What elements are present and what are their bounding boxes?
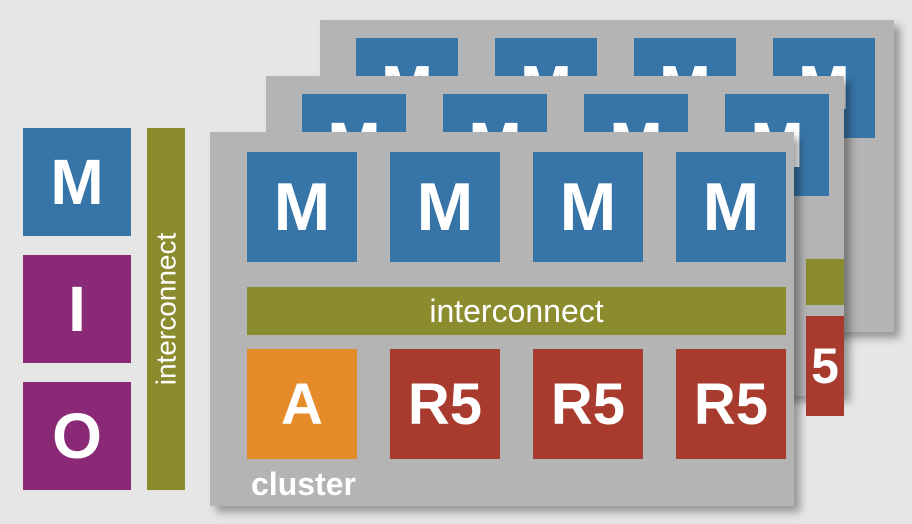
cluster-front: MMMMinterconnectAR5R5R5cluster: [210, 132, 794, 506]
front-m-tile-1: M: [390, 152, 500, 262]
side-tile-m: M: [23, 128, 131, 236]
front-cluster-label: cluster: [247, 466, 497, 502]
front-bottom-tile-2: R5: [533, 349, 643, 459]
front-interconnect-bar: interconnect: [247, 287, 786, 335]
front-m-tile-3: M: [676, 152, 786, 262]
vertical-interconnect-bar: interconnect: [147, 128, 185, 490]
side-tile-o: O: [23, 382, 131, 490]
middle-right-sliver-1: 5: [806, 316, 844, 416]
front-m-tile-2: M: [533, 152, 643, 262]
front-bottom-tile-3: R5: [676, 349, 786, 459]
middle-right-sliver-0: [806, 259, 844, 305]
vertical-interconnect-label: interconnect: [150, 233, 182, 386]
front-m-tile-0: M: [247, 152, 357, 262]
front-bottom-tile-0: A: [247, 349, 357, 459]
front-bottom-tile-1: R5: [390, 349, 500, 459]
side-tile-i: I: [23, 255, 131, 363]
